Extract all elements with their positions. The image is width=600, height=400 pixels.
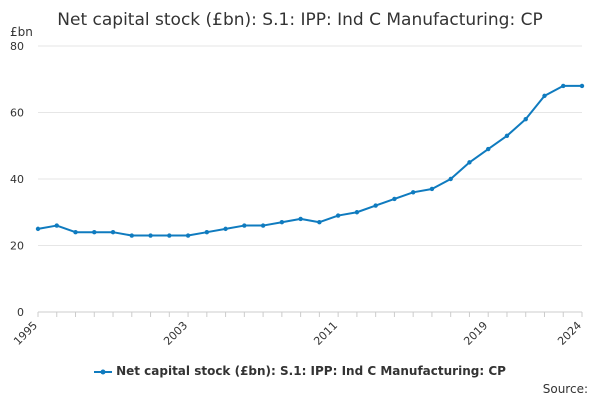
data-point bbox=[148, 233, 153, 238]
data-point bbox=[242, 223, 247, 228]
chart-title: Net capital stock (£bn): S.1: IPP: Ind C… bbox=[57, 10, 543, 30]
data-point bbox=[279, 220, 285, 225]
x-tick-label: 2011 bbox=[311, 319, 340, 348]
data-point bbox=[73, 230, 78, 235]
series-line bbox=[37, 84, 582, 237]
data-point bbox=[54, 223, 59, 228]
data-point bbox=[373, 203, 378, 208]
legend-swatch bbox=[94, 369, 113, 374]
data-point bbox=[523, 116, 528, 122]
axes bbox=[37, 311, 583, 317]
data-point bbox=[317, 220, 322, 225]
data-point bbox=[260, 223, 266, 228]
data-point bbox=[561, 83, 566, 89]
x-tick-label: 2003 bbox=[161, 319, 190, 348]
x-tick-label: 2024 bbox=[555, 319, 584, 348]
legend: Net capital stock (£bn): S.1: IPP: Ind C… bbox=[0, 364, 600, 378]
data-point bbox=[335, 213, 341, 218]
data-point bbox=[204, 230, 210, 235]
data-point bbox=[542, 93, 547, 99]
y-tick-label: 60 bbox=[10, 107, 24, 120]
data-point bbox=[110, 230, 116, 235]
data-point bbox=[129, 233, 134, 238]
data-point bbox=[35, 226, 41, 232]
data-point bbox=[429, 186, 435, 192]
x-tick-labels: 1995 2003 2011 2019 2024 bbox=[11, 319, 584, 348]
data-point bbox=[392, 196, 397, 202]
legend-label: Net capital stock (£bn): S.1: IPP: Ind C… bbox=[116, 364, 506, 378]
source-label[interactable]: Source: bbox=[542, 382, 588, 396]
y-tick-label: 0 bbox=[17, 306, 24, 319]
y-tick-labels: 0 20 40 60 80 bbox=[10, 40, 24, 319]
data-point bbox=[504, 133, 510, 138]
data-point bbox=[298, 216, 303, 222]
x-tick-label: 2019 bbox=[461, 319, 490, 348]
y-tick-label: 80 bbox=[10, 40, 24, 53]
series-group bbox=[35, 83, 585, 238]
data-point bbox=[467, 160, 472, 165]
data-point bbox=[185, 233, 191, 238]
data-point bbox=[167, 233, 172, 238]
data-point bbox=[354, 210, 360, 215]
data-point bbox=[223, 226, 228, 232]
y-tick-label: 40 bbox=[10, 173, 24, 186]
y-axis-label: £bn bbox=[10, 25, 33, 39]
grid-lines bbox=[38, 45, 582, 246]
data-point bbox=[579, 83, 585, 89]
data-point bbox=[410, 190, 416, 195]
y-tick-label: 20 bbox=[10, 240, 24, 253]
data-point bbox=[448, 176, 453, 182]
x-tick-label: 1995 bbox=[11, 319, 40, 348]
data-point bbox=[92, 230, 97, 235]
data-point bbox=[486, 146, 491, 152]
